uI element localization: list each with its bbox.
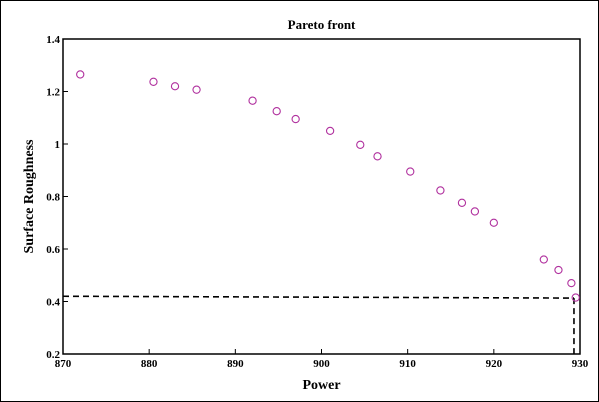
y-tick-label: 0.8 [46,192,60,204]
x-tick-label: 910 [399,358,416,370]
x-tick-label: 920 [486,358,503,370]
data-point [76,70,85,79]
x-axis-label: Power [302,378,340,393]
plot-area [62,38,581,355]
y-axis-ticks: 0.2 0.4 0.6 0.8 1 1.2 1.4 [46,34,68,361]
data-point [470,207,480,216]
data-point [457,198,467,207]
data-point [149,77,158,86]
reference-lines [62,295,575,354]
y-axis-label: Surface Roughness [22,139,37,254]
x-tick-label: 900 [313,358,330,370]
x-axis-ticks: 870 880 890 900 910 920 930 [55,349,589,370]
y-tick-label: 0.2 [46,349,60,361]
x-tick-label: 930 [572,358,589,370]
data-point [291,114,300,124]
data-point [248,96,257,105]
data-point [489,218,498,227]
data-point [539,255,548,264]
data-point [373,152,382,161]
y-tick-label: 0.6 [46,244,60,256]
y-tick-label: 1.4 [46,34,60,46]
y-tick-label: 1.2 [46,87,60,99]
data-point [170,82,180,91]
x-tick-label: 890 [227,358,244,370]
data-point [554,265,563,275]
data-point [192,85,201,94]
data-point [272,107,281,116]
data-point [567,278,576,288]
chart-title: Pareto front [288,17,356,32]
data-point [436,186,445,195]
horizontal-dashed-line [62,295,574,299]
data-point [406,167,415,176]
data-point [571,293,580,302]
y-tick-label: 1 [55,139,61,151]
data-point [325,126,335,136]
y-tick-label: 0.4 [46,297,60,309]
data-points [76,70,580,302]
x-tick-label: 870 [55,358,72,370]
data-point [356,140,365,149]
x-tick-label: 880 [141,358,158,370]
